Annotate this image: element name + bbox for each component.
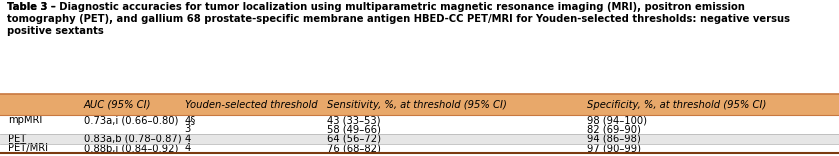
Text: 98 (94–100): 98 (94–100) (587, 115, 648, 125)
Text: 94 (86–98): 94 (86–98) (587, 134, 641, 144)
Bar (0, 144, 839, 153)
Text: Sensitivity, %, at threshold (95% CI): Sensitivity, %, at threshold (95% CI) (327, 100, 507, 110)
Text: PET/MRI: PET/MRI (8, 143, 49, 153)
Text: 0.88b,i (0.84–0.92): 0.88b,i (0.84–0.92) (84, 143, 178, 153)
Text: 58 (49–66): 58 (49–66) (327, 124, 381, 134)
Text: Specificity, %, at threshold (95% CI): Specificity, %, at threshold (95% CI) (587, 100, 767, 110)
Text: PET: PET (8, 134, 27, 144)
Text: Youden-selected threshold: Youden-selected threshold (185, 100, 317, 110)
Text: AUC (95% CI): AUC (95% CI) (84, 100, 151, 110)
Text: Table 3 – Diagnostic accuracies for tumor localization using multiparametric mag: Table 3 – Diagnostic accuracies for tumo… (7, 2, 789, 36)
Text: 43 (33–53): 43 (33–53) (327, 115, 381, 125)
Text: 76 (68–82): 76 (68–82) (327, 143, 381, 153)
Bar (0, 134, 839, 144)
Text: 3: 3 (185, 124, 190, 134)
Bar (0, 94, 839, 115)
Bar (0, 115, 839, 125)
Bar (0, 125, 839, 134)
Text: 4§: 4§ (185, 115, 196, 125)
Text: 4: 4 (185, 134, 190, 144)
Text: 64 (56–72): 64 (56–72) (327, 134, 381, 144)
Text: Table 3 –: Table 3 – (7, 2, 59, 12)
Text: 0.83a,b (0.78–0.87): 0.83a,b (0.78–0.87) (84, 134, 181, 144)
Text: 82 (69–90): 82 (69–90) (587, 124, 641, 134)
Text: 97 (90–99): 97 (90–99) (587, 143, 641, 153)
Text: Table 3 – Diagnostic accuracies for tumor localization using multiparametric mag: Table 3 – Diagnostic accuracies for tumo… (7, 2, 789, 36)
Text: 4: 4 (185, 143, 190, 153)
Text: 0.73a,i (0.66–0.80): 0.73a,i (0.66–0.80) (84, 115, 178, 125)
Text: mpMRI: mpMRI (8, 115, 43, 125)
